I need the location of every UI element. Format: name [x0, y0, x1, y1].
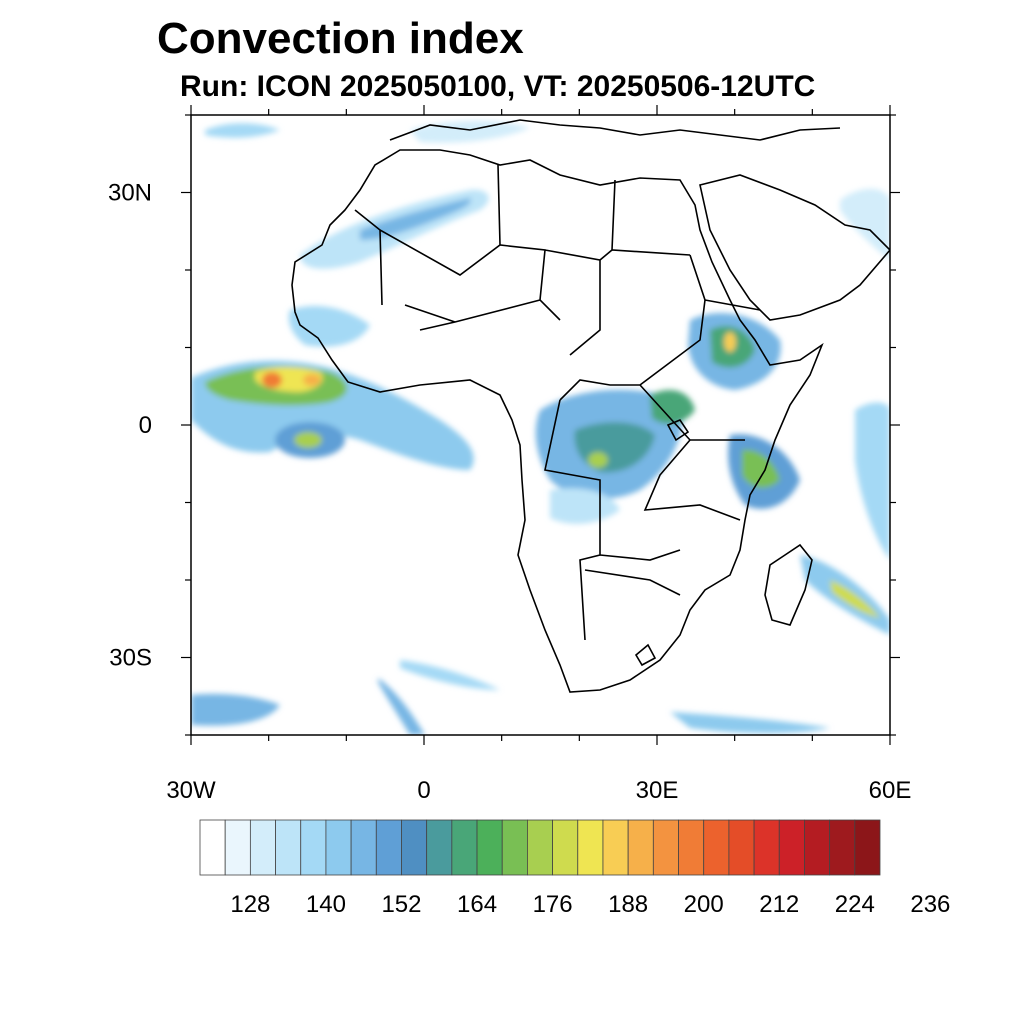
coastlines-borders [291, 119, 890, 693]
field-victoria [650, 390, 695, 424]
mediterranean-north [389, 119, 841, 141]
colorbar-box [753, 819, 780, 876]
colorbar-box [275, 819, 302, 876]
colorbar-box [249, 819, 276, 876]
field-madagascar-core [830, 580, 880, 618]
field-gulf-core [294, 432, 322, 448]
field-hotspot-2 [303, 374, 321, 386]
lon-label: 30W [166, 777, 216, 804]
field-west-coast [288, 305, 370, 347]
colorbar-box [199, 819, 226, 876]
colorbar-label: 152 [381, 891, 421, 918]
convection-field [191, 120, 890, 735]
colorbar-box [375, 819, 402, 876]
colorbar-box [552, 819, 579, 876]
chart-subtitle: Run: ICON 2025050100, VT: 20250506-12UTC [180, 70, 816, 103]
field-south-3 [191, 693, 280, 726]
field-congo-hot [588, 452, 608, 468]
colorbar-box [224, 819, 251, 876]
colorbar-label: 212 [759, 891, 799, 918]
arabian-peninsula [699, 174, 890, 321]
field-south-1 [400, 660, 500, 690]
colorbar-box [476, 819, 503, 876]
lesotho [634, 643, 657, 667]
colorbar-box [854, 819, 881, 876]
colorbar-label: 140 [306, 891, 346, 918]
colorbar-label: 224 [835, 891, 875, 918]
field-ethiopia-hot [724, 332, 736, 352]
colorbar-label: 200 [684, 891, 724, 918]
colorbar-box [652, 819, 679, 876]
colorbar-label: 188 [608, 891, 648, 918]
colorbar-box [703, 819, 730, 876]
colorbar-box [501, 819, 528, 876]
field-io-right [855, 402, 890, 560]
field-angola [550, 488, 620, 524]
colorbar-box [829, 819, 856, 876]
colorbar-box [401, 819, 428, 876]
lon-label: 60E [869, 777, 912, 804]
lat-label: 30S [109, 645, 152, 672]
lat-label: 30N [108, 180, 152, 207]
field-south-2 [378, 678, 425, 735]
colorbar-box [426, 819, 453, 876]
colorbar-box [325, 819, 352, 876]
field-arabia [840, 188, 890, 260]
field-north-1 [205, 123, 280, 138]
colorbar-label: 164 [457, 891, 497, 918]
colorbar-box [602, 819, 629, 876]
lake-victoria [666, 419, 690, 442]
lon-label: 30E [636, 777, 679, 804]
colorbar-box [728, 819, 755, 876]
colorbar-box [804, 819, 831, 876]
colorbar-box [350, 819, 377, 876]
colorbar: 128 140 152 164 176 188 200 212 224 236 [199, 819, 950, 918]
field-band-sahara-core [360, 198, 471, 240]
colorbar-box [451, 819, 478, 876]
chart-title: Convection index [157, 14, 524, 63]
border-1 [354, 164, 761, 641]
colorbar-label: 236 [910, 891, 950, 918]
colorbar-box [527, 819, 553, 876]
colorbar-box [627, 819, 654, 876]
madagascar [764, 543, 813, 626]
field-south-4 [670, 712, 830, 734]
colorbar-label: 128 [230, 891, 270, 918]
field-hotspot-1 [262, 372, 282, 388]
africa-coastline [291, 149, 824, 693]
lon-label: 0 [417, 777, 430, 804]
colorbar-box [778, 819, 805, 876]
colorbar-box [577, 819, 604, 876]
colorbar-box [300, 819, 327, 876]
field-kenya-core [742, 449, 780, 488]
colorbar-label: 176 [533, 891, 573, 918]
colorbar-box [678, 819, 705, 876]
lat-label: 0 [139, 412, 152, 439]
axis-layer: 30W 0 30E 60E 30N 0 30S [108, 105, 911, 804]
